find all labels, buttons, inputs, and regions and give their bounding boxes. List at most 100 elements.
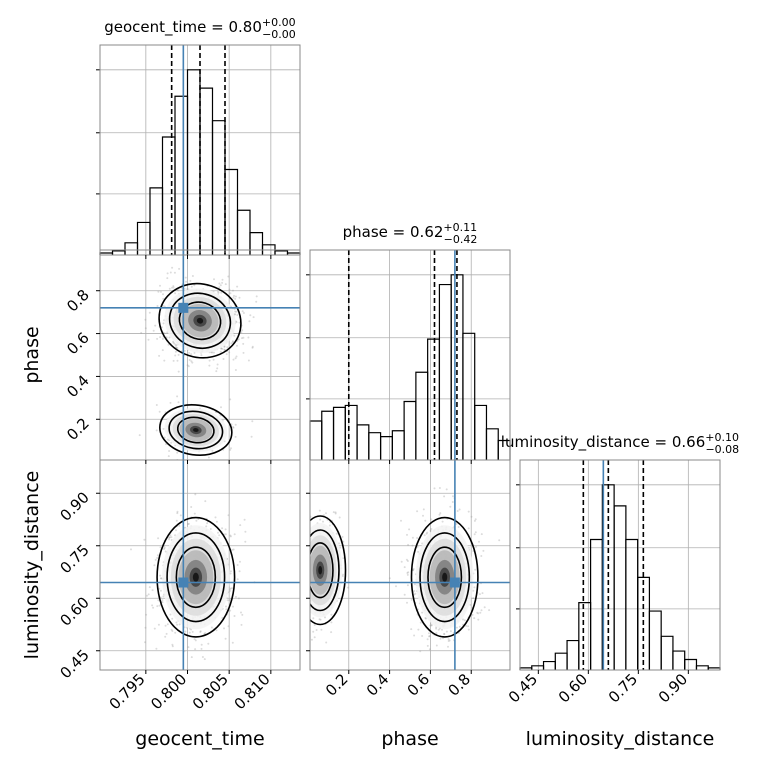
sample-point: [435, 627, 438, 630]
sample-point: [195, 519, 198, 522]
sample-point: [242, 351, 245, 354]
sample-point: [305, 569, 307, 571]
sample-point: [172, 286, 175, 289]
layer-main: [99, 69, 721, 670]
hist-bar: [438, 283, 452, 460]
sample-point: [175, 621, 178, 624]
sample-point: [235, 310, 238, 313]
sample-point: [144, 318, 147, 321]
sample-point: [439, 637, 442, 640]
sample-point: [465, 625, 468, 627]
x-axis-label-phase: phase: [381, 728, 438, 750]
sample-point: [458, 508, 461, 511]
sample-point: [155, 404, 158, 406]
sample-point: [308, 520, 310, 522]
hist-bar: [391, 430, 405, 460]
density-level: [193, 428, 199, 432]
sample-point: [162, 297, 165, 300]
sample-point: [143, 538, 146, 541]
sample-point: [467, 628, 470, 631]
sample-point: [301, 522, 303, 524]
sample-point: [228, 288, 231, 291]
sample-point: [341, 573, 344, 576]
sample-point: [187, 522, 190, 525]
x-axis-label-luminosity_distance: luminosity_distance: [526, 728, 715, 750]
sample-point: [155, 647, 158, 650]
sample-point: [183, 287, 186, 290]
sample-point: [430, 624, 433, 626]
sample-point: [175, 529, 177, 532]
sample-point: [171, 286, 173, 289]
sample-point: [234, 297, 237, 300]
sample-point: [176, 623, 179, 626]
sample-point: [406, 572, 409, 574]
layer-text: geocent_time = 0.80+0.00 −0.00 phase = 0.6…: [21, 16, 739, 750]
hist-bar: [249, 232, 264, 255]
x-tick-label-luminosity_distance: 0.75: [605, 670, 641, 706]
sample-point: [235, 321, 238, 324]
sample-point: [318, 618, 321, 621]
sample-point: [219, 350, 222, 353]
sample-point: [177, 289, 180, 292]
hist-bar: [236, 209, 251, 255]
sample-point: [325, 641, 328, 644]
hist-bar: [672, 650, 686, 670]
hist-bar: [554, 652, 568, 670]
sample-point: [287, 609, 289, 611]
sample-point: [239, 524, 242, 527]
sample-point: [187, 365, 190, 368]
hist-bar: [379, 436, 393, 460]
sample-point: [255, 295, 258, 298]
sample-point: [456, 510, 459, 512]
sample-point: [168, 287, 171, 290]
sample-point: [411, 544, 414, 547]
x-tick-label-geocent_time: 0.805: [189, 670, 232, 713]
sample-point: [236, 578, 239, 581]
sample-point: [426, 644, 429, 647]
y-tick-label-luminosity_distance: 0.90: [56, 488, 92, 524]
sample-point: [156, 337, 159, 340]
sample-point: [167, 455, 170, 458]
hist-bar: [368, 432, 382, 460]
sample-point: [159, 284, 161, 287]
sample-point: [312, 617, 315, 620]
sample-point: [475, 545, 477, 548]
sample-point: [184, 276, 187, 279]
sample-point: [328, 524, 331, 527]
sample-point: [472, 597, 475, 600]
sample-point: [156, 305, 159, 307]
sample-point: [211, 351, 214, 354]
sample-point: [221, 527, 224, 530]
sample-point: [193, 351, 196, 354]
sample-point: [428, 648, 431, 651]
sample-point: [455, 626, 458, 629]
sample-point: [229, 448, 232, 451]
sample-point: [157, 599, 160, 602]
sample-point: [416, 537, 419, 539]
sample-point: [241, 329, 244, 332]
sample-point: [212, 358, 215, 361]
sample-point: [232, 426, 235, 429]
sample-point: [302, 555, 304, 557]
sample-point: [157, 623, 160, 626]
sample-point: [445, 630, 448, 633]
sample-point: [442, 637, 444, 640]
sample-point: [178, 623, 181, 626]
sample-point: [325, 512, 327, 515]
sample-point: [223, 348, 226, 351]
truth-marker: [449, 577, 460, 588]
sample-point: [419, 621, 422, 624]
sample-point: [477, 612, 480, 615]
sample-point: [473, 586, 476, 589]
sample-point: [194, 639, 197, 642]
sample-point: [232, 296, 235, 299]
panel-title-phase: phase = 0.62+0.11 −0.42: [343, 221, 478, 246]
sample-point: [224, 533, 227, 536]
sample-point: [183, 349, 186, 352]
sample-point: [175, 344, 178, 347]
sample-point: [411, 536, 414, 539]
sample-point: [190, 285, 193, 288]
sample-point: [469, 603, 472, 606]
sample-point: [207, 642, 210, 645]
sample-point: [163, 546, 166, 549]
